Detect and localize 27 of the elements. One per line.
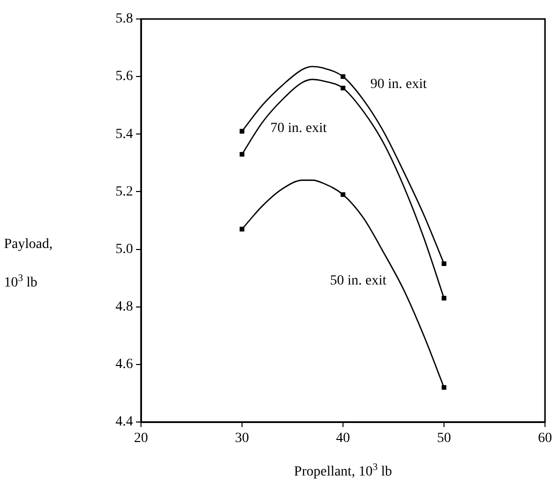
point [240,226,244,232]
series-label: 90 in. exit [370,77,427,92]
line-series [241,78,445,299]
y-tick-label: 5.0 [116,242,133,257]
line-series [241,66,445,264]
y-tick-label: 5.8 [116,12,133,27]
y-tick-label: 4.8 [116,300,133,315]
y-tick-label: 4.4 [116,414,133,430]
point [442,385,446,390]
text: Payload, 10$^{3}$ lb [4,237,53,291]
x-tick-label: 60 [538,431,552,446]
point [240,152,244,157]
y-tick-label: 4.6 [116,357,133,372]
y-tick-label: 5.2 [116,184,133,200]
point [240,128,244,134]
x-axis-title: Propellant, 10$^{3}$ lb [293,462,393,481]
series-label: 70 in. exit [270,121,327,136]
point [442,296,446,301]
series-label: 50 in. exit [330,274,386,289]
x-tick-label: 40 [336,431,350,446]
y-tick-label: 5.6 [116,69,133,84]
line-series [241,180,445,388]
x-tick-label: 50 [437,431,451,446]
x-tick-label: 20 [134,431,148,446]
y-tick-label: 5.4 [116,126,133,142]
point [442,261,446,266]
x-tick-label: 30 [235,431,249,446]
